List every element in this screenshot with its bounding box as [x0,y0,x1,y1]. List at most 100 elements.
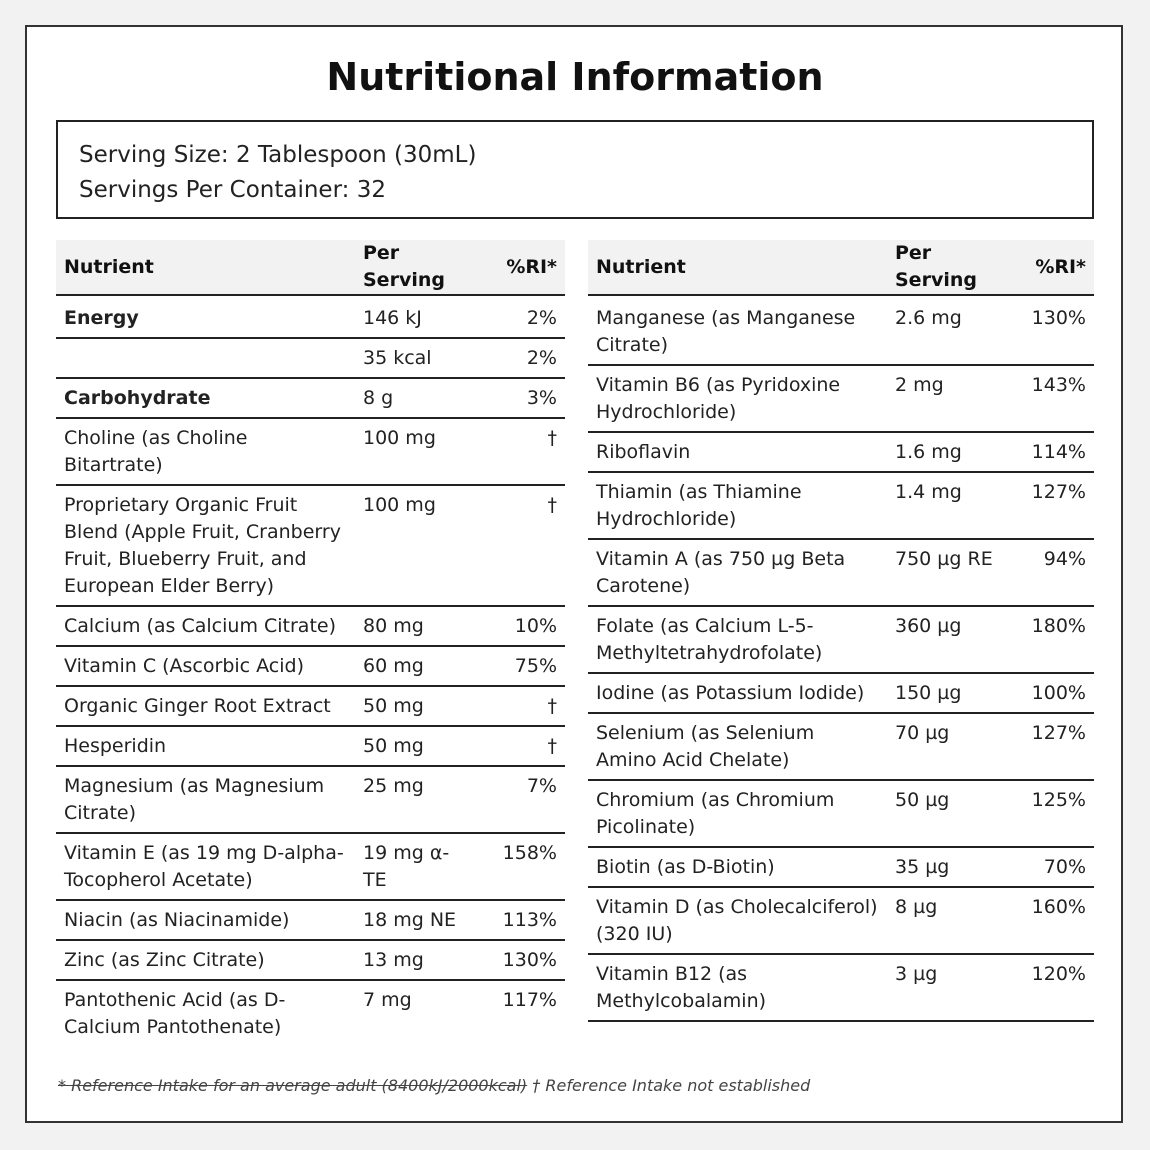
ri-value: † [479,485,565,607]
table-row: Iodine (as Potassium Iodide) 150 µg 100% [588,673,1094,714]
nutrient-name: Manganese (as Manganese Citrate) [588,295,887,366]
table-row: Calcium (as Calcium Citrate) 80 mg 10% [56,606,565,647]
per-serving-value: 100 mg [355,485,479,607]
table-row: Vitamin E (as 19 mg D-alpha-Tocopherol A… [56,833,565,901]
table-row: Vitamin C (Ascorbic Acid) 60 mg 75% [56,646,565,687]
table-header-row: Nutrient Per Serving %RI* [588,240,1094,296]
ri-value: 94% [1011,539,1094,607]
ri-value: 127% [1011,713,1094,781]
footnote-reference-intake: * Reference Intake for an average adult … [58,1076,528,1095]
page-title: Nutritional Information [326,55,824,99]
nutrient-name: Biotin (as D-Biotin) [588,847,887,888]
nutrient-name: Carbohydrate [56,378,355,419]
per-serving-value: 50 µg [887,780,1011,848]
per-serving-value: 13 mg [355,940,479,981]
per-serving-value: 50 mg [355,686,479,727]
ri-value: 75% [479,646,565,687]
table-row: 35 kcal 2% [56,338,565,379]
nutrient-name: Vitamin A (as 750 µg Beta Carotene) [588,539,887,607]
serving-info-box: Serving Size: 2 Tablespoon (30mL) Servin… [56,120,1094,219]
nutrient-name: Niacin (as Niacinamide) [56,900,355,941]
per-serving-value: 50 mg [355,726,479,767]
table-row: Proprietary Organic Fruit Blend (Apple F… [56,485,565,607]
ri-value: 2% [479,338,565,379]
table-row: Vitamin B6 (as Pyridoxine Hydrochloride)… [588,365,1094,433]
per-serving-value: 8 µg [887,887,1011,955]
per-serving-value: 146 kJ [355,295,479,339]
per-serving-value: 25 mg [355,766,479,834]
table-row: Carbohydrate 8 g 3% [56,378,565,419]
table-row: Chromium (as Chromium Picolinate) 50 µg 12… [588,780,1094,848]
ri-value: 3% [479,378,565,419]
table-row: Magnesium (as Magnesium Citrate) 25 mg 7% [56,766,565,834]
per-serving-value: 18 mg NE [355,900,479,941]
header-per-serving: Per Serving [355,240,479,296]
per-serving-value: 2 mg [887,365,1011,433]
nutrient-name: Selenium (as Selenium Amino Acid Chelate… [588,713,887,781]
nutrient-name: Vitamin C (Ascorbic Acid) [56,646,355,687]
per-serving-value: 2.6 mg [887,295,1011,366]
ri-value: 113% [479,900,565,941]
per-serving-value: 19 mg α-TE [355,833,479,901]
ri-value: 180% [1011,606,1094,674]
ri-value: 70% [1011,847,1094,888]
nutrient-name: Chromium (as Chromium Picolinate) [588,780,887,848]
table-row: Hesperidin 50 mg † [56,726,565,767]
per-serving-value: 80 mg [355,606,479,647]
ri-value: 114% [1011,432,1094,473]
nutrient-name: Vitamin B6 (as Pyridoxine Hydrochloride) [588,365,887,433]
footnote: * Reference Intake for an average adult … [58,1074,810,1098]
nutrient-name: Choline (as Choline Bitartrate) [56,418,355,486]
ri-value: 130% [1011,295,1094,366]
nutrient-name: Vitamin B12 (as Methylcobalamin) [588,954,887,1022]
ri-value: 7% [479,766,565,834]
table-row: Organic Ginger Root Extract 50 mg † [56,686,565,727]
nutrient-name: Pantothenic Acid (as D-Calcium Pantothen… [64,989,286,1038]
ri-value: 127% [1011,472,1094,540]
ri-value: 100% [1011,673,1094,714]
nutrient-name: Zinc (as Zinc Citrate) [56,940,355,981]
per-serving-value: 100 mg [355,418,479,486]
nutrient-name: Calcium (as Calcium Citrate) [56,606,355,647]
per-serving-value: 3 µg [887,954,1011,1022]
nutrient-name: Organic Ginger Root Extract [56,686,355,727]
header-ri: %RI* [1011,240,1094,296]
ri-value: 143% [1011,365,1094,433]
serving-size: Serving Size: 2 Tablespoon (30mL) [79,142,477,168]
per-serving-value: 60 mg [355,646,479,687]
table-row: Manganese (as Manganese Citrate) 2.6 mg 13… [588,295,1094,366]
ri-value: † [479,686,565,727]
ri-value: 10% [479,606,565,647]
nutrient-table-right: Nutrient Per Serving %RI* Manganese (as … [588,240,1094,1022]
per-serving-value: 150 µg [887,673,1011,714]
table-row: Choline (as Choline Bitartrate) 100 mg † [56,418,565,486]
table-row: Vitamin A (as 750 µg Beta Carotene) 750 µ… [588,539,1094,607]
ri-value: 117% [502,989,557,1011]
table-row: Folate (as Calcium L-5-Methyltetrahydrof… [588,606,1094,674]
per-serving-value: 360 µg [887,606,1011,674]
nutrient-name: Proprietary Organic Fruit Blend (Apple F… [56,485,355,607]
per-serving-value: 35 kcal [355,338,479,379]
nutrient-name [56,338,355,379]
per-serving-value: 750 µg RE [887,539,1011,607]
ri-value: † [479,418,565,486]
nutrient-name: Riboflavin [588,432,887,473]
table-row: Niacin (as Niacinamide) 18 mg NE 113% [56,900,565,941]
header-ri: %RI* [479,240,565,296]
footnote-not-established: † Reference Intake not established [532,1076,811,1095]
servings-per-container: Servings Per Container: 32 [79,177,386,203]
nutrient-name: Hesperidin [56,726,355,767]
per-serving-value: 70 µg [887,713,1011,781]
ri-value: 2% [479,295,565,339]
ri-value: 158% [479,833,565,901]
table-row: Zinc (as Zinc Citrate) 13 mg 130% [56,940,565,981]
header-nutrient: Nutrient [588,240,887,296]
ri-value: 160% [1011,887,1094,955]
table-row: Biotin (as D-Biotin) 35 µg 70% [588,847,1094,888]
ri-value: 125% [1011,780,1094,848]
table-row: Thiamin (as Thiamine Hydrochloride) 1.4 m… [588,472,1094,540]
header-per-serving: Per Serving [887,240,1011,296]
table-header-row: Nutrient Per Serving %RI* [56,240,565,296]
ri-value: 120% [1011,954,1094,1022]
per-serving-value: 1.4 mg [887,472,1011,540]
